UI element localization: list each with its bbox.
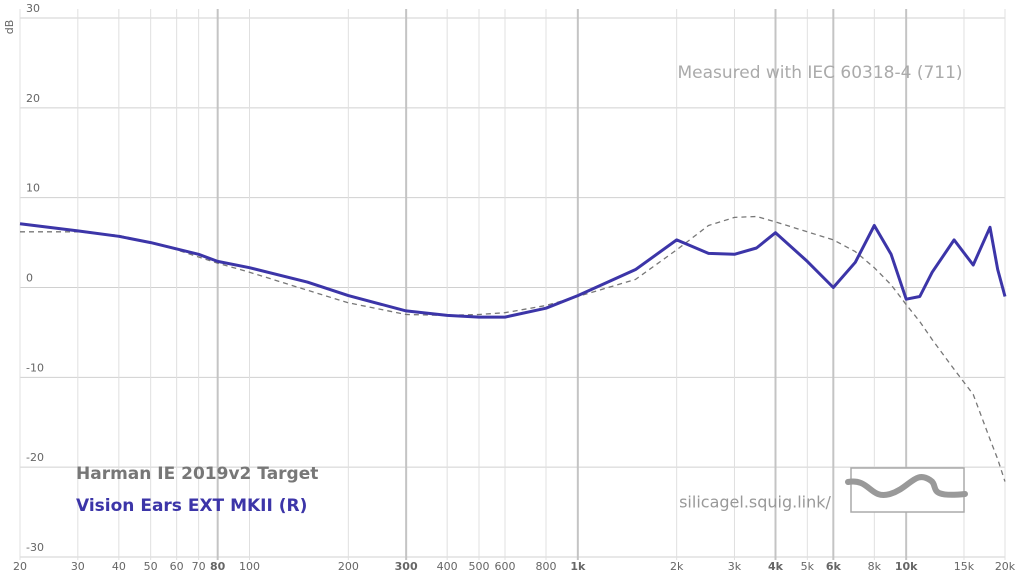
x-tick-label: 300 <box>395 560 418 573</box>
x-tick-label: 10k <box>895 560 918 573</box>
x-tick-label: 4k <box>768 560 784 573</box>
y-axis-label: dB <box>3 20 16 35</box>
x-tick-label: 15k <box>954 560 975 573</box>
source: silicagel.squig.link/ <box>679 493 831 512</box>
y-tick-label: 10 <box>26 182 40 195</box>
x-tick-label: 600 <box>494 560 515 573</box>
y-tick-label: -30 <box>26 541 44 554</box>
x-tick-label: 70 <box>192 560 206 573</box>
x-tick-label: 20k <box>995 560 1016 573</box>
series-line <box>19 222 1007 319</box>
x-tick-label: 80 <box>210 560 226 573</box>
annotation: Measured with IEC 60318-4 (711) <box>677 63 962 83</box>
logo <box>845 467 968 513</box>
x-tick-label: 40 <box>112 560 126 573</box>
legend-entry: Harman IE 2019v2 Target <box>76 464 318 484</box>
x-tick-label: 50 <box>144 560 158 573</box>
x-tick-label: 6k <box>826 560 842 573</box>
legend-entry: Vision Ears EXT MKII (R) <box>76 496 307 516</box>
x-tick-label: 2k <box>670 560 684 573</box>
x-tick-label: 8k <box>868 560 882 573</box>
x-tick-label: 20 <box>13 560 27 573</box>
x-tick-label: 1k <box>570 560 586 573</box>
x-tick-label: 500 <box>468 560 489 573</box>
y-tick-label: -10 <box>26 361 44 374</box>
logo-squiggle <box>845 474 968 499</box>
y-tick-label: -20 <box>26 451 44 464</box>
x-tick-label: 60 <box>170 560 184 573</box>
x-tick-label: 200 <box>338 560 359 573</box>
x-tick-label: 30 <box>71 560 85 573</box>
x-tick-label: 100 <box>239 560 260 573</box>
x-tick-label: 5k <box>801 560 815 573</box>
x-tick-label: 400 <box>437 560 458 573</box>
y-tick-label: 0 <box>26 272 33 285</box>
x-tick-label: 3k <box>728 560 742 573</box>
x-tick-label: 800 <box>536 560 557 573</box>
y-tick-label: 30 <box>26 2 40 15</box>
y-tick-label: 20 <box>26 92 40 105</box>
